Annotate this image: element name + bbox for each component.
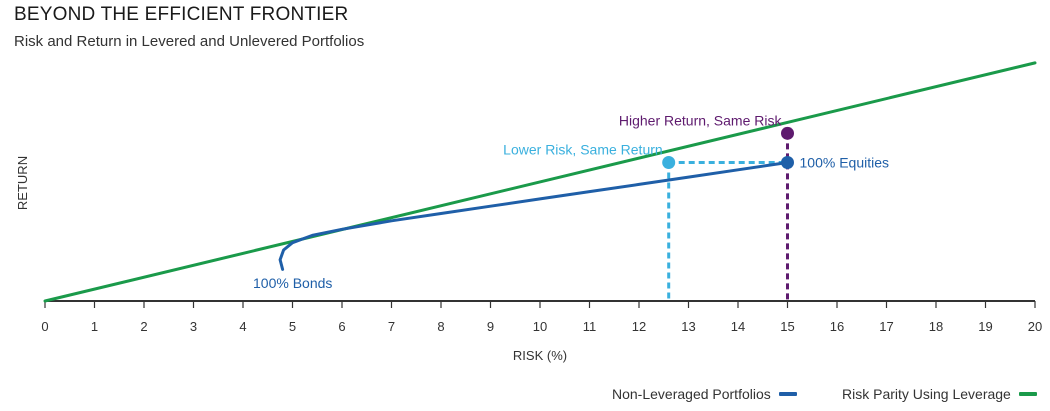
chart-subtitle: Risk and Return in Levered and Unlevered… xyxy=(14,33,365,50)
x-tick-label: 0 xyxy=(41,319,48,334)
series-line-leverage xyxy=(43,61,1037,303)
y-axis-label: RETURN xyxy=(15,156,30,210)
x-tick-label: 8 xyxy=(437,319,444,334)
annotation-100-bonds: 100% Bonds xyxy=(253,275,332,291)
x-axis: 0 1 2 3 4 5 6 7 8 9 10 11 12 13 14 15 16 17 18 19 20 xyxy=(41,300,1042,334)
x-tick-label: 13 xyxy=(681,319,695,334)
point-lower-risk xyxy=(662,155,676,169)
x-tick-label: 11 xyxy=(583,319,597,334)
x-tick-label: 6 xyxy=(338,319,345,334)
guide-lines xyxy=(667,133,789,301)
x-tick-label: 15 xyxy=(780,319,794,334)
x-tick-label: 12 xyxy=(632,319,646,334)
x-tick-label: 17 xyxy=(879,319,893,334)
point-100-equities xyxy=(781,155,794,169)
legend-frontier-label: Non-Leveraged Portfolios xyxy=(612,386,771,402)
x-tick-label: 7 xyxy=(388,319,395,334)
x-tick-label: 2 xyxy=(140,319,147,334)
annotation-100-equities: 100% Equities xyxy=(800,154,890,170)
x-tick-label: 4 xyxy=(239,319,246,334)
legend-leverage-swatch xyxy=(1018,392,1037,396)
x-tick-label: 18 xyxy=(929,319,943,334)
series-line-non-leveraged xyxy=(278,161,789,271)
legend-frontier-swatch xyxy=(778,392,797,396)
chart-title: BEYOND THE EFFICIENT FRONTIER xyxy=(14,4,349,25)
annotation-lower-risk: Lower Risk, Same Return xyxy=(503,141,663,157)
x-tick-label: 20 xyxy=(1028,319,1042,334)
legend-leverage-label: Risk Parity Using Leverage xyxy=(842,386,1011,402)
x-tick-label: 14 xyxy=(731,319,745,334)
x-tick-label: 3 xyxy=(190,319,197,334)
x-tick-label: 19 xyxy=(978,319,992,334)
series-lines xyxy=(43,61,1037,303)
x-tick-label: 16 xyxy=(830,319,844,334)
data-points xyxy=(662,126,794,169)
x-tick-label: 10 xyxy=(533,319,547,334)
legend-leverage: Risk Parity Using Leverage xyxy=(842,386,1037,402)
point-higher-return xyxy=(781,126,794,140)
x-tick-label: 9 xyxy=(487,319,494,334)
x-tick-label: 1 xyxy=(91,319,98,334)
legend-frontier: Non-Leveraged Portfolios xyxy=(612,386,797,402)
x-axis-label: RISK (%) xyxy=(513,348,567,363)
annotation-higher-return: Higher Return, Same Risk xyxy=(619,112,783,128)
x-tick-label: 5 xyxy=(289,319,296,334)
